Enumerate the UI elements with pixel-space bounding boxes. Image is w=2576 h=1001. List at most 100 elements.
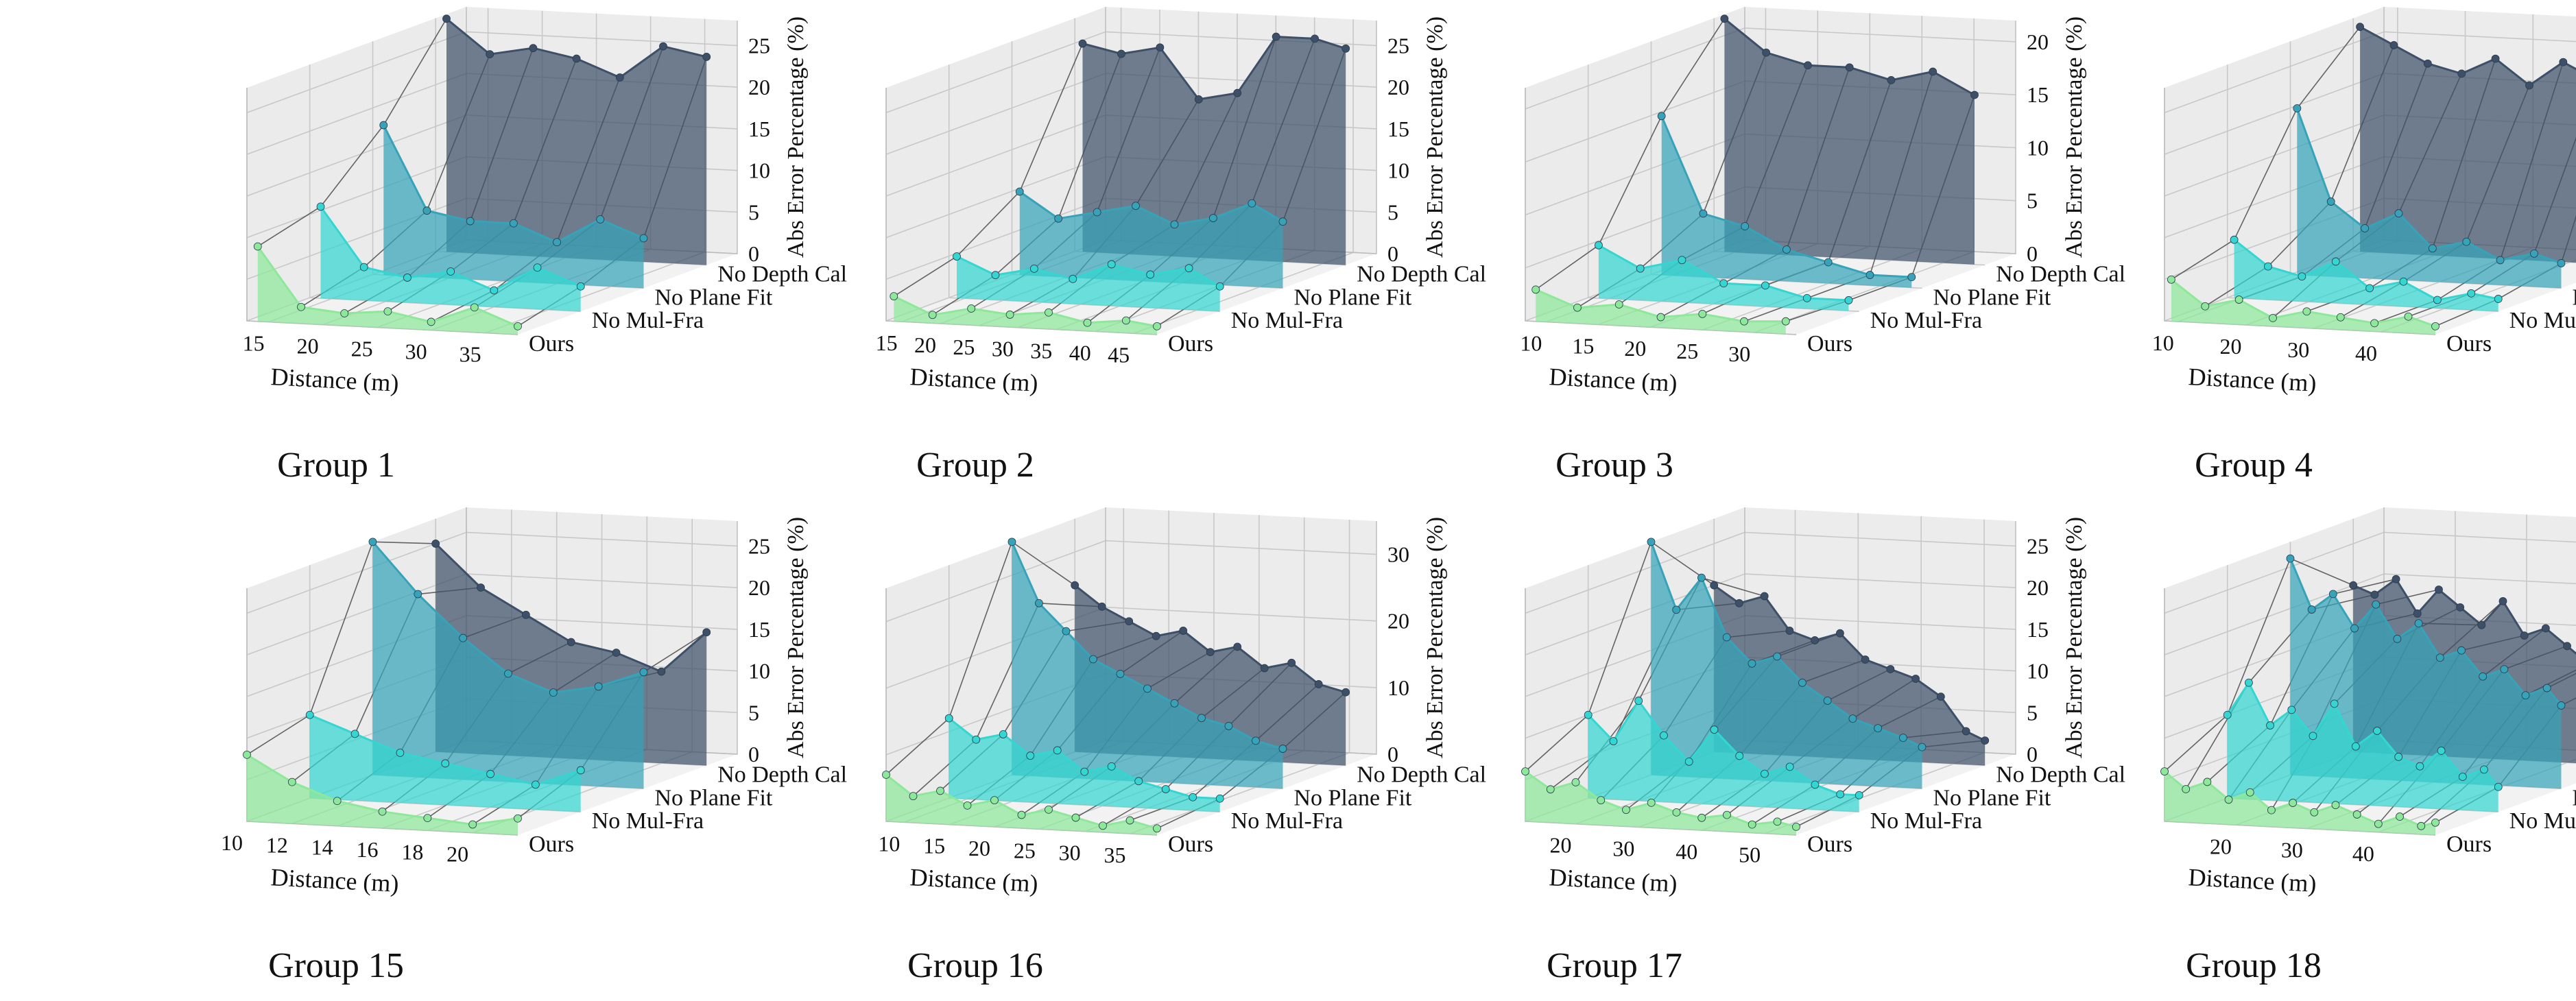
data-point (1341, 44, 1350, 53)
data-point (1918, 743, 1927, 751)
data-point (1710, 725, 1719, 734)
series-line-no-mul-fra (1587, 699, 1859, 797)
z-tick-label: 20 (748, 75, 770, 99)
connector-line (246, 714, 311, 756)
z-tick-label: 5 (2027, 700, 2038, 725)
data-point (1573, 303, 1582, 312)
data-point (378, 807, 387, 816)
data-point (442, 14, 451, 23)
area-ours (257, 246, 518, 335)
z-tick-label: 10 (2027, 659, 2049, 684)
data-point (1735, 751, 1744, 760)
data-point (2289, 799, 2298, 807)
data-point (459, 634, 468, 642)
area-ours (886, 775, 1157, 835)
method-tick-label: No Plane Fit (1933, 285, 2051, 310)
data-point (1045, 805, 1053, 814)
x-axis-label: Distance (m) (1549, 363, 1678, 397)
data-point (639, 668, 648, 677)
data-point (427, 317, 436, 326)
data-point (2331, 257, 2340, 266)
data-point (532, 780, 540, 789)
data-point (1053, 746, 1062, 755)
data-point (2480, 765, 2488, 774)
area-no-plane-fit (383, 125, 644, 289)
data-point (1595, 241, 1603, 250)
data-point (2479, 672, 2488, 681)
method-tick-label: No Plane Fit (654, 285, 772, 310)
pane-edge (2164, 88, 2436, 335)
y-gridline (1587, 64, 1859, 312)
data-point (890, 292, 898, 301)
data-point (1117, 49, 1125, 58)
panel-title: Group 1 (277, 446, 395, 485)
series-line-no-plane-fit (1650, 541, 1923, 748)
data-point (909, 792, 918, 801)
data-point (1272, 32, 1280, 41)
data-point (2494, 782, 2503, 791)
data-point (1861, 655, 1870, 664)
x-tick-label: 18 (401, 839, 423, 864)
data-point (553, 238, 561, 247)
data-point (396, 749, 405, 757)
data-point (2230, 235, 2239, 244)
data-point (2203, 777, 2212, 786)
data-point (422, 206, 431, 215)
connector-line (893, 256, 957, 297)
data-point (2396, 812, 2404, 821)
series-line-no-plane-fit (1018, 191, 1284, 226)
area-no-mul-fra (2234, 239, 2499, 312)
data-point (1672, 605, 1681, 614)
x-tick-label: 50 (1739, 843, 1761, 867)
data-point (2416, 762, 2424, 771)
data-point (431, 540, 440, 548)
method-tick-label: No Plane Fit (2572, 785, 2576, 810)
data-point (1781, 317, 1790, 326)
data-point (1785, 627, 1794, 635)
data-point (1121, 316, 1130, 325)
data-point (2370, 319, 2379, 328)
data-point (1531, 285, 1540, 294)
x-tick-label: 30 (992, 337, 1014, 361)
data-point (572, 54, 581, 63)
data-point (1208, 214, 1217, 222)
x-tick-label: 20 (2220, 334, 2242, 359)
area-no-plane-fit (2290, 558, 2562, 789)
data-point (2298, 272, 2306, 281)
x-tick-label: 20 (914, 333, 936, 357)
z-tick-label: 20 (2027, 575, 2049, 600)
panel-title: Group 17 (1547, 946, 1682, 985)
area-ours (1525, 771, 1796, 835)
data-point (2500, 665, 2509, 674)
area-ours (894, 296, 1157, 335)
series-line-ours (893, 295, 1158, 328)
z-tick-label: 20 (1387, 75, 1409, 99)
connector-line (320, 125, 384, 207)
x-tick-label: 40 (2355, 341, 2377, 365)
data-point (2431, 818, 2440, 827)
z-tick-label: 15 (2027, 82, 2049, 107)
data-point (1224, 722, 1233, 730)
x-axis-label: Distance (m) (1549, 863, 1678, 897)
data-point (594, 682, 603, 691)
area-no-depth-cal (1724, 19, 1975, 265)
method-tick-label: Ours (1168, 331, 1213, 357)
x-tick-label: 25 (1014, 838, 1036, 863)
connector-line (1660, 18, 1726, 117)
data-point (2330, 699, 2339, 708)
z-tick-label: 0 (748, 742, 759, 767)
data-point (1099, 821, 1107, 830)
data-point (1710, 581, 1719, 590)
z-tick-label: 20 (2027, 29, 2049, 54)
data-point (2541, 624, 2550, 633)
data-point (2302, 307, 2311, 316)
x-tick-label: 10 (1520, 331, 1542, 356)
data-point (486, 770, 494, 778)
x-tick-label: 25 (953, 335, 975, 359)
data-point (2435, 653, 2444, 662)
data-point (2328, 590, 2337, 599)
data-point (514, 322, 522, 330)
panel-title: Group 15 (268, 946, 404, 985)
